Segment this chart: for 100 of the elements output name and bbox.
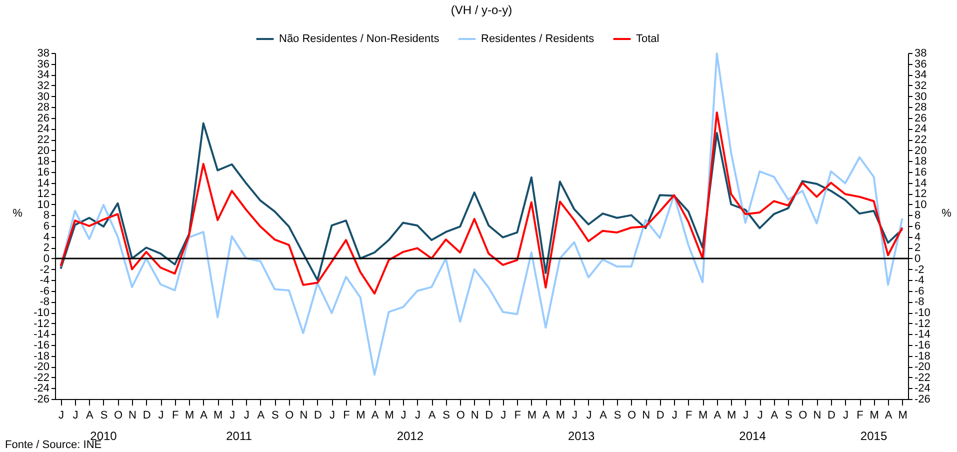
y-tick-label: 4 bbox=[43, 231, 50, 244]
x-tick-label: N bbox=[813, 410, 822, 422]
x-tick-label: J bbox=[672, 410, 678, 422]
x-tick-label: S bbox=[442, 410, 450, 422]
x-tick-label: A bbox=[770, 410, 779, 422]
x-tick-label: M bbox=[698, 410, 708, 422]
x-tick-label: J bbox=[400, 410, 406, 422]
y-tick-label: -12 bbox=[34, 318, 50, 330]
x-tick-label: M bbox=[727, 410, 736, 422]
text: 2011 bbox=[226, 429, 252, 443]
y-tick-label: 12 bbox=[37, 188, 50, 200]
y-tick-label: 34 bbox=[37, 69, 50, 82]
x-tick-label: M bbox=[214, 410, 223, 422]
y2-tick-label: 6 bbox=[914, 220, 921, 232]
y-tick-label: 32 bbox=[37, 80, 50, 92]
x-tick-label: N bbox=[470, 410, 479, 422]
legend-label: Residentes / Residents bbox=[481, 33, 595, 45]
x-tick-label: F bbox=[343, 410, 350, 422]
source-note: Fonte / Source: INE bbox=[5, 439, 102, 451]
x-tick-label: D bbox=[314, 410, 322, 422]
y2-tick-label: -20 bbox=[914, 361, 930, 374]
x-tick-label: S bbox=[785, 410, 792, 422]
y2-tick-label: -4 bbox=[914, 274, 924, 287]
x-tick-label: N bbox=[300, 410, 308, 422]
x-tick-label: D bbox=[485, 410, 494, 422]
x-tick-label: A bbox=[428, 410, 436, 422]
y2-tick-label: -8 bbox=[914, 296, 924, 308]
y2-tick-label: -18 bbox=[914, 350, 930, 362]
x-tick-label: S bbox=[271, 410, 279, 422]
y-tick-label: -22 bbox=[34, 372, 50, 384]
y-tick-label: 24 bbox=[37, 123, 50, 136]
x-tick-label: A bbox=[200, 410, 208, 422]
x-tick-label: S bbox=[614, 410, 622, 422]
x-tick-label: A bbox=[371, 410, 380, 422]
y2-tick-label: 16 bbox=[914, 166, 927, 178]
y2-tick-label: -24 bbox=[914, 382, 930, 395]
legend-label: Total bbox=[636, 33, 660, 45]
y2-tick-label: -14 bbox=[914, 328, 930, 341]
x-tick-label: M bbox=[898, 410, 908, 422]
y2-tick-label: -10 bbox=[914, 307, 930, 319]
y2-tick-label: 10 bbox=[914, 198, 927, 211]
y2-axis-title: % bbox=[942, 208, 952, 220]
x-tick-label: J bbox=[842, 410, 848, 422]
y-tick-label: 36 bbox=[37, 58, 50, 70]
y2-tick-label: 18 bbox=[914, 156, 927, 168]
y2-tick-label: 26 bbox=[914, 112, 927, 124]
y-tick-label: 18 bbox=[37, 156, 50, 168]
x-tick-label: F bbox=[172, 410, 179, 422]
x-tick-label: S bbox=[100, 410, 108, 422]
x-tick-label: M bbox=[870, 410, 879, 422]
x-tick-label: J bbox=[586, 410, 592, 422]
x-tick-label: A bbox=[600, 410, 608, 422]
x-tick-label: J bbox=[500, 410, 506, 422]
y2-tick-label: 36 bbox=[914, 58, 927, 70]
y-tick-label: -14 bbox=[34, 328, 50, 341]
text: 2012 bbox=[396, 429, 424, 443]
x-tick-label: J bbox=[572, 410, 578, 422]
x-tick-label: A bbox=[542, 410, 551, 422]
x-tick-label: O bbox=[456, 410, 466, 422]
x-tick-label: F bbox=[685, 410, 692, 422]
y-tick-label: 22 bbox=[37, 134, 50, 146]
y2-tick-label: -6 bbox=[914, 285, 924, 298]
x-tick-label: J bbox=[230, 410, 236, 422]
y-tick-label: -2 bbox=[40, 264, 50, 276]
text: 2015 bbox=[860, 429, 888, 443]
x-tick-label: J bbox=[415, 410, 421, 422]
y2-tick-label: -22 bbox=[914, 372, 930, 384]
chart-subtitle: (VH / y-o-y) bbox=[450, 3, 512, 17]
y-tick-label: -18 bbox=[34, 350, 50, 362]
legend-label: Não Residentes / Non-Residents bbox=[279, 33, 440, 45]
y2-tick-label: 20 bbox=[914, 144, 927, 157]
x-tick-label: O bbox=[285, 410, 294, 422]
y-tick-label: -16 bbox=[34, 339, 50, 352]
x-tick-label: M bbox=[356, 410, 366, 422]
y-tick-label: 30 bbox=[37, 90, 50, 103]
x-tick-label: D bbox=[827, 410, 836, 422]
y2-tick-label: 22 bbox=[914, 134, 927, 146]
x-tick-label: N bbox=[642, 410, 650, 422]
x-tick-label: O bbox=[627, 410, 636, 422]
y-tick-label: 2 bbox=[43, 242, 50, 254]
x-tick-label: O bbox=[798, 410, 808, 422]
y-tick-label: 38 bbox=[37, 48, 50, 60]
y-tick-label: 20 bbox=[37, 144, 50, 157]
y-tick-label: -10 bbox=[34, 307, 50, 319]
x-tick-label: N bbox=[128, 410, 137, 422]
x-tick-label: A bbox=[86, 410, 94, 422]
x-tick-label: J bbox=[743, 410, 749, 422]
y-tick-label: -26 bbox=[34, 394, 50, 406]
y-tick-label: 10 bbox=[37, 198, 50, 211]
y2-tick-label: 2 bbox=[914, 242, 921, 254]
y-tick-label: -20 bbox=[34, 361, 50, 374]
y2-tick-label: -2 bbox=[914, 264, 924, 276]
x-tick-label: J bbox=[58, 410, 64, 422]
y2-tick-label: 12 bbox=[914, 188, 927, 200]
text: 2014 bbox=[739, 429, 766, 443]
x-tick-label: M bbox=[556, 410, 566, 422]
y2-tick-label: -26 bbox=[914, 394, 930, 406]
y-tick-label: 14 bbox=[37, 177, 50, 190]
x-tick-label: D bbox=[656, 410, 664, 422]
y-tick-label: -6 bbox=[40, 285, 50, 298]
